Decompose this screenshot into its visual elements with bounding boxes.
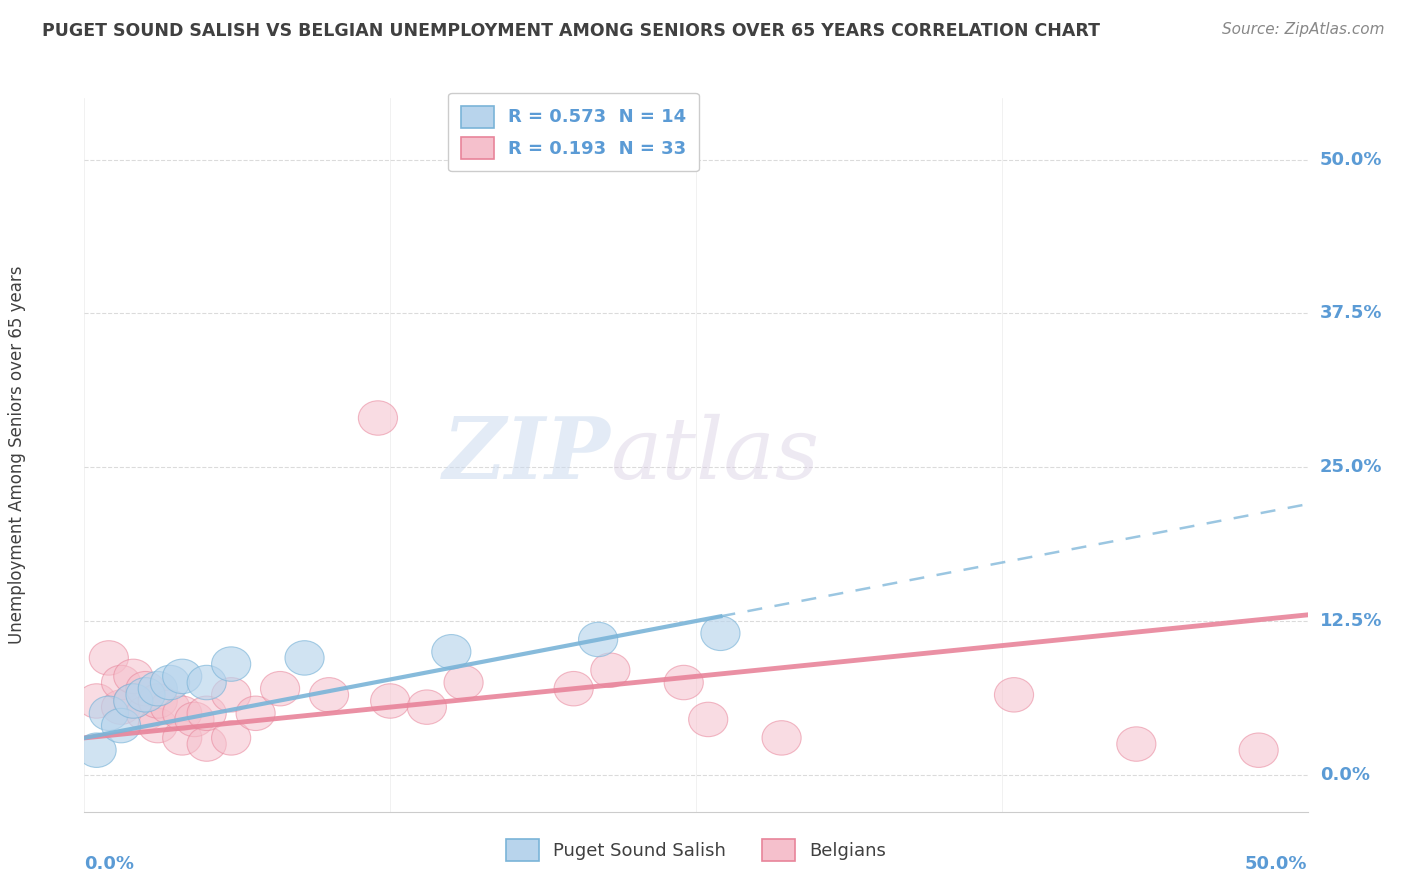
Ellipse shape bbox=[89, 696, 128, 731]
Text: atlas: atlas bbox=[610, 414, 820, 496]
Text: ZIP: ZIP bbox=[443, 413, 610, 497]
Ellipse shape bbox=[211, 721, 250, 756]
Text: 25.0%: 25.0% bbox=[1320, 458, 1382, 476]
Ellipse shape bbox=[101, 665, 141, 699]
Ellipse shape bbox=[127, 678, 165, 712]
Text: 12.5%: 12.5% bbox=[1320, 612, 1382, 630]
Ellipse shape bbox=[1239, 733, 1278, 767]
Ellipse shape bbox=[554, 672, 593, 706]
Text: Source: ZipAtlas.com: Source: ZipAtlas.com bbox=[1222, 22, 1385, 37]
Ellipse shape bbox=[762, 721, 801, 756]
Ellipse shape bbox=[150, 690, 190, 724]
Ellipse shape bbox=[700, 616, 740, 650]
Text: 50.0%: 50.0% bbox=[1246, 855, 1308, 872]
Text: 0.0%: 0.0% bbox=[84, 855, 135, 872]
Ellipse shape bbox=[578, 623, 617, 657]
Legend: Puget Sound Salish, Belgians: Puget Sound Salish, Belgians bbox=[494, 827, 898, 874]
Text: 50.0%: 50.0% bbox=[1320, 151, 1382, 169]
Ellipse shape bbox=[114, 659, 153, 694]
Ellipse shape bbox=[77, 684, 117, 718]
Ellipse shape bbox=[260, 672, 299, 706]
Text: 0.0%: 0.0% bbox=[1320, 766, 1369, 784]
Ellipse shape bbox=[77, 733, 117, 767]
Ellipse shape bbox=[994, 678, 1033, 712]
Ellipse shape bbox=[101, 708, 141, 743]
Ellipse shape bbox=[444, 665, 484, 699]
Ellipse shape bbox=[101, 690, 141, 724]
Text: 37.5%: 37.5% bbox=[1320, 304, 1382, 322]
Text: Unemployment Among Seniors over 65 years: Unemployment Among Seniors over 65 years bbox=[8, 266, 27, 644]
Ellipse shape bbox=[187, 665, 226, 699]
Ellipse shape bbox=[689, 702, 728, 737]
Ellipse shape bbox=[187, 727, 226, 761]
Ellipse shape bbox=[211, 678, 250, 712]
Ellipse shape bbox=[285, 640, 325, 675]
Ellipse shape bbox=[150, 665, 190, 699]
Ellipse shape bbox=[138, 684, 177, 718]
Ellipse shape bbox=[114, 684, 153, 718]
Ellipse shape bbox=[127, 672, 165, 706]
Ellipse shape bbox=[174, 702, 214, 737]
Ellipse shape bbox=[89, 640, 128, 675]
Ellipse shape bbox=[664, 665, 703, 699]
Ellipse shape bbox=[1116, 727, 1156, 761]
Ellipse shape bbox=[211, 647, 250, 681]
Ellipse shape bbox=[163, 721, 202, 756]
Ellipse shape bbox=[187, 696, 226, 731]
Ellipse shape bbox=[432, 634, 471, 669]
Ellipse shape bbox=[359, 401, 398, 435]
Ellipse shape bbox=[138, 672, 177, 706]
Ellipse shape bbox=[163, 659, 202, 694]
Ellipse shape bbox=[591, 653, 630, 688]
Ellipse shape bbox=[127, 696, 165, 731]
Ellipse shape bbox=[408, 690, 447, 724]
Ellipse shape bbox=[371, 684, 409, 718]
Ellipse shape bbox=[138, 708, 177, 743]
Ellipse shape bbox=[114, 684, 153, 718]
Text: PUGET SOUND SALISH VS BELGIAN UNEMPLOYMENT AMONG SENIORS OVER 65 YEARS CORRELATI: PUGET SOUND SALISH VS BELGIAN UNEMPLOYME… bbox=[42, 22, 1099, 40]
Ellipse shape bbox=[309, 678, 349, 712]
Ellipse shape bbox=[236, 696, 276, 731]
Ellipse shape bbox=[163, 696, 202, 731]
